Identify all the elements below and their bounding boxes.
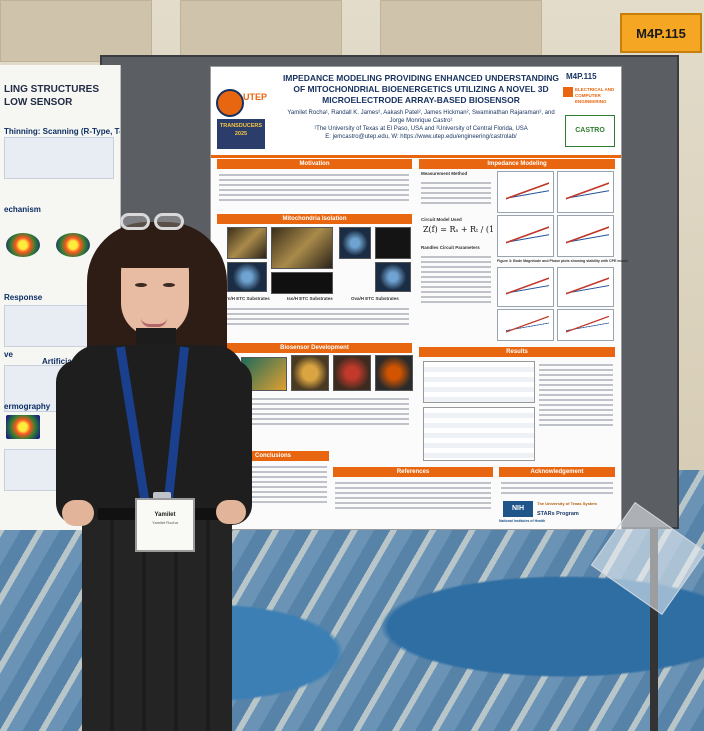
person-eye <box>163 283 175 287</box>
impedance-plot <box>497 267 554 307</box>
ece-logo: ELECTRICAL AND COMPUTER ENGINEERING <box>563 87 615 111</box>
poster-affiliations: ¹The University of Texas at El Paso, USA… <box>314 126 528 132</box>
photo-caption: Iso/H ETC Substrates <box>287 296 333 301</box>
ece-logo-text: ELECTRICAL AND COMPUTER ENGINEERING <box>575 87 615 104</box>
impedance-plot <box>557 267 614 307</box>
heatmap-image <box>56 233 90 257</box>
measurement-text <box>421 179 491 219</box>
poster-code: M4P.115 <box>566 72 597 81</box>
poster-authors-block: Yamilet Rocha¹, Randall K. James², Aakas… <box>281 109 561 141</box>
microscope-photo <box>375 227 411 259</box>
ece-badge-icon <box>563 87 573 97</box>
electrode-array-photo <box>291 355 329 391</box>
bode-magnitude-plot <box>497 171 554 213</box>
device-photo <box>271 227 333 269</box>
section-impedance-modeling: Impedance Modeling <box>419 159 615 169</box>
bode-magnitude-plot <box>497 215 554 257</box>
randles-text <box>421 253 491 333</box>
lab-logo: CASTRO <box>565 115 615 147</box>
photo-caption: Tn/H ETC Substrates <box>225 296 270 301</box>
badge-name: Yamilet <box>154 512 176 518</box>
person-eye <box>135 283 147 287</box>
person-torso <box>68 345 244 520</box>
impedance-equation: Z(f) = Rₛ + Rₜ / (1 + (jωτ)ⁿ) <box>423 225 533 234</box>
photo-caption: Ova/H ETC Substrates <box>351 296 399 301</box>
name-badge: Yamilet Yamilet Rocha <box>135 498 195 552</box>
microscope-photo <box>271 272 333 294</box>
poster-contact: E: jemcastro@utep.edu, W: https://www.ut… <box>325 134 517 140</box>
references-text <box>335 479 491 524</box>
neighbor-title-line: LOW SENSOR <box>4 97 73 108</box>
person-hand <box>62 500 94 526</box>
badge-clip-icon <box>153 492 171 500</box>
wall-panel <box>380 0 542 62</box>
results-text <box>539 361 613 459</box>
wall-panel <box>180 0 342 62</box>
results-table <box>423 407 535 461</box>
neighbor-title-line: LING STRUCTURES <box>4 84 99 95</box>
biosensor-text <box>219 395 409 440</box>
neighbor-section-heading: Artificia <box>42 357 72 366</box>
research-poster: UTEP TRANSDUCERS 2025 IMPEDANCE MODELING… <box>210 66 628 530</box>
ack-text <box>501 479 613 499</box>
neighbor-section-heading: echanism <box>4 205 41 214</box>
heatmap-image <box>6 233 40 257</box>
results-table <box>423 361 535 403</box>
wall-panel <box>0 0 152 62</box>
neighbor-section-heading: ve <box>4 350 13 359</box>
electrode-array-photo <box>333 355 371 391</box>
section-acknowledgement: Acknowledgement <box>499 467 615 477</box>
section-biosensor-development: Biosensor Development <box>217 343 412 353</box>
neighbor-section-heading: ermography <box>4 402 51 411</box>
nih-subtitle: National Institutes of Health <box>499 519 546 523</box>
neighbor-section-heading: Response <box>4 293 43 302</box>
section-results: Results <box>419 347 615 357</box>
isolation-text <box>219 305 409 333</box>
impedance-plot <box>557 309 614 341</box>
circuit-label: Circuit Model Used <box>421 217 462 222</box>
neighbor-poster-title: LING STRUCTURES LOW SENSOR <box>4 83 99 109</box>
microscope-photo <box>375 262 411 292</box>
university-seal-icon <box>216 89 244 117</box>
measurement-label: Measurement Method <box>421 171 468 176</box>
utep-logo: UTEP <box>243 92 268 102</box>
poster-title: IMPEDANCE MODELING PROVIDING ENHANCED UN… <box>282 73 560 105</box>
motivation-text <box>219 171 409 211</box>
microscope-photo <box>339 227 371 259</box>
booth-number-tag: M4P.115 <box>620 13 702 53</box>
poster-header: UTEP TRANSDUCERS 2025 IMPEDANCE MODELING… <box>211 67 621 158</box>
neighbor-section-heading: Thinning: Scanning (R-Type, T-Type) <box>4 127 120 136</box>
conference-logo: TRANSDUCERS 2025 <box>217 119 265 149</box>
poster-authors: Yamilet Rocha¹, Randall K. James², Aakas… <box>287 110 555 124</box>
thermography-image <box>6 415 40 439</box>
neighbor-diagram <box>4 137 114 179</box>
lens <box>154 213 184 230</box>
person-mouth <box>141 318 167 327</box>
person-pants <box>82 518 232 731</box>
lens <box>120 213 150 230</box>
conclusions-text <box>219 463 327 523</box>
person-hand <box>216 500 246 524</box>
bode-phase-plot <box>557 171 614 213</box>
figure-caption: Figure 3: Bode Magnitude and Phase plots… <box>497 259 628 263</box>
microscope-photo <box>227 262 267 292</box>
stars-program-logo: STARs Program <box>537 511 579 517</box>
section-conclusions: Conclusions <box>217 451 329 461</box>
section-motivation: Motivation <box>217 159 412 169</box>
nih-logo: NIH <box>503 501 533 517</box>
person-bangs <box>116 232 194 268</box>
bode-phase-plot <box>557 215 614 257</box>
badge-subtitle: Yamilet Rocha <box>152 520 178 525</box>
electrode-array-photo <box>375 355 413 391</box>
section-references: References <box>333 467 493 477</box>
section-mitochondria-isolation: Mitochondria Isolation <box>217 214 412 224</box>
randles-label: Randles Circuit Parameters <box>421 245 480 250</box>
sunglasses-icon <box>116 213 188 233</box>
device-photo <box>227 227 267 259</box>
impedance-plot <box>497 309 554 341</box>
ut-system-logo: The University of Texas System <box>537 501 597 506</box>
